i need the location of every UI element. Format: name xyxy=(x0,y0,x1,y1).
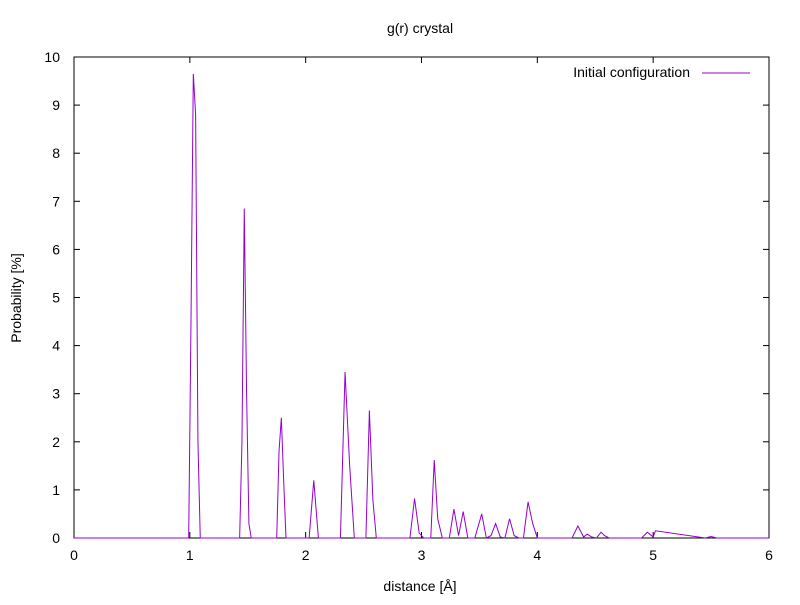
x-tick-label: 1 xyxy=(186,547,194,563)
x-axis: 0 1 2 3 4 5 6 xyxy=(70,57,773,563)
x-tick-label: 3 xyxy=(418,547,426,563)
y-tick-label: 10 xyxy=(44,49,60,65)
legend: Initial configuration xyxy=(573,64,750,80)
x-tick-label: 6 xyxy=(765,547,773,563)
series-layer xyxy=(74,73,769,539)
x-tick-label: 4 xyxy=(533,547,541,563)
y-tick-label: 6 xyxy=(52,241,60,257)
plot-frame xyxy=(73,56,770,539)
x-tick-label: 2 xyxy=(302,547,310,563)
y-tick-label: 7 xyxy=(52,193,60,209)
y-tick-label: 3 xyxy=(52,386,60,402)
y-axis: 0 1 2 3 4 5 6 7 8 9 10 xyxy=(44,49,769,546)
y-tick-label: 5 xyxy=(52,290,60,306)
x-tick-label: 5 xyxy=(649,547,657,563)
y-tick-label: 2 xyxy=(52,434,60,450)
series-line xyxy=(74,73,769,539)
x-tick-label: 0 xyxy=(70,547,78,563)
y-tick-label: 0 xyxy=(52,530,60,546)
chart-title: g(r) crystal xyxy=(387,20,453,36)
y-tick-label: 8 xyxy=(52,145,60,161)
y-tick-label: 1 xyxy=(52,482,60,498)
y-axis-title: Probability [%] xyxy=(8,253,24,342)
x-axis-title: distance [Å] xyxy=(383,578,456,594)
y-tick-label: 4 xyxy=(52,338,60,354)
y-tick-label: 9 xyxy=(52,97,60,113)
legend-label: Initial configuration xyxy=(573,64,690,80)
